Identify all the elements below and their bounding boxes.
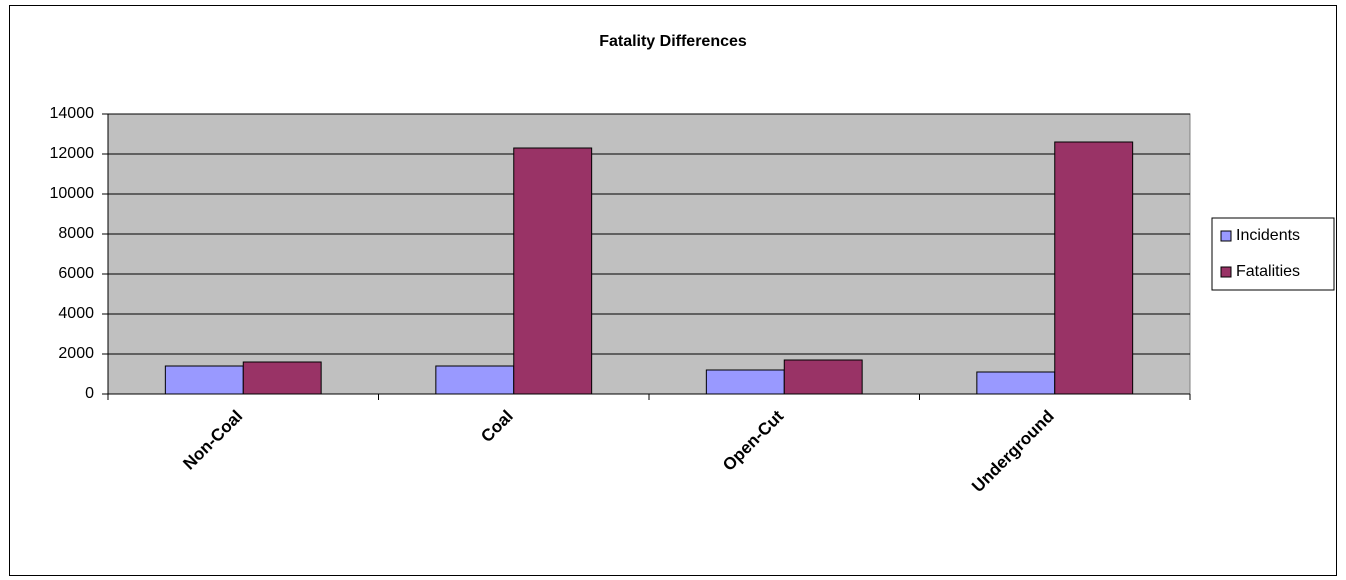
bar: [1054, 141, 1134, 395]
chart-title: Fatality Differences: [599, 33, 747, 50]
bar: [705, 369, 785, 395]
bar: [164, 365, 244, 395]
legend-label: Incidents: [1236, 227, 1300, 244]
y-tick-label: 2000: [58, 345, 94, 362]
y-tick-label: 6000: [58, 265, 94, 282]
y-tick-label: 10000: [50, 185, 95, 202]
y-tick-label: 14000: [50, 105, 95, 122]
y-tick-label: 12000: [50, 145, 95, 162]
bar: [242, 361, 322, 395]
bar: [435, 365, 515, 395]
legend-swatch: [1220, 230, 1232, 242]
bar: [976, 371, 1056, 395]
y-tick-label: 0: [85, 385, 94, 402]
legend-label: Fatalities: [1236, 263, 1300, 280]
bar: [513, 147, 593, 395]
legend-swatch: [1220, 266, 1232, 278]
y-tick-label: 4000: [58, 305, 94, 322]
y-tick-label: 8000: [58, 225, 94, 242]
plot-area: [107, 113, 1191, 395]
bar: [783, 359, 863, 395]
legend-box: [1211, 217, 1335, 291]
